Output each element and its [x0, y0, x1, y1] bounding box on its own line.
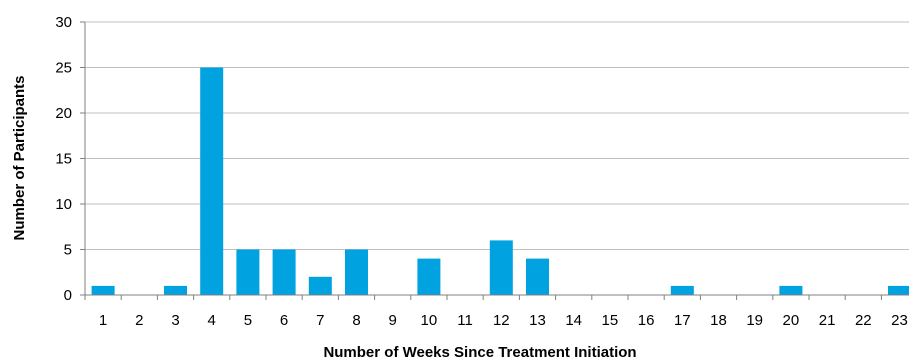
- y-axis-ticks: 0 5 10 15 20 25 30: [55, 14, 85, 304]
- x-tick-label: 22: [855, 312, 872, 329]
- y-tick-label: 20: [55, 105, 72, 122]
- bar-week-23: [888, 285, 909, 295]
- x-tick-label: 7: [316, 312, 324, 329]
- x-tick-label: 5: [244, 312, 252, 329]
- x-tick-label: 14: [565, 312, 582, 329]
- x-axis-title: Number of Weeks Since Treatment Initiati…: [323, 344, 636, 361]
- bar-week-17: [670, 285, 694, 295]
- bar-week-12: [489, 240, 513, 295]
- x-tick-label: 19: [746, 312, 763, 329]
- y-tick-label: 5: [64, 242, 72, 259]
- bar-week-5: [236, 249, 260, 295]
- x-tick-label: 15: [602, 312, 619, 329]
- y-tick-label: 25: [55, 60, 72, 77]
- x-tick-label: 11: [457, 312, 473, 329]
- x-tick-label: 4: [208, 312, 216, 329]
- bar-week-10: [417, 258, 441, 295]
- y-tick-label: 0: [64, 287, 72, 304]
- y-axis-title: Number of Participants: [11, 75, 28, 240]
- x-tick-label: 9: [389, 312, 397, 329]
- y-tick-label: 10: [55, 196, 72, 213]
- x-tick-label: 18: [710, 312, 727, 329]
- x-tick-label: 3: [171, 312, 179, 329]
- x-tick-label: 8: [352, 312, 360, 329]
- x-tick-label: 23: [891, 312, 908, 329]
- x-tick-label: 12: [493, 312, 510, 329]
- bar-series: [91, 67, 909, 295]
- x-tick-label: 17: [674, 312, 691, 329]
- x-tick-label: 10: [421, 312, 438, 329]
- x-tick-label: 13: [529, 312, 546, 329]
- x-tick-label: 2: [135, 312, 143, 329]
- bar-week-20: [779, 285, 803, 295]
- bar-week-3: [164, 285, 187, 295]
- bar-week-4: [200, 67, 224, 295]
- x-tick-label: 6: [280, 312, 288, 329]
- bar-week-7: [308, 276, 332, 295]
- bar-week-13: [526, 258, 549, 295]
- x-tick-label: 20: [783, 312, 800, 329]
- bar-week-6: [272, 249, 296, 295]
- bar-week-8: [345, 249, 368, 295]
- x-tick-label: 16: [638, 312, 655, 329]
- x-axis-ticks: 1 2 3 4 5 6 7 8 9 10 11 12 13 14 15 16 17 18 19 20 21 22 23: [84, 295, 908, 329]
- y-tick-label: 30: [55, 14, 72, 31]
- x-tick-label: 1: [99, 312, 107, 329]
- y-tick-label: 15: [55, 151, 72, 168]
- x-tick-label: 21: [819, 312, 836, 329]
- bar-week-1: [91, 285, 115, 295]
